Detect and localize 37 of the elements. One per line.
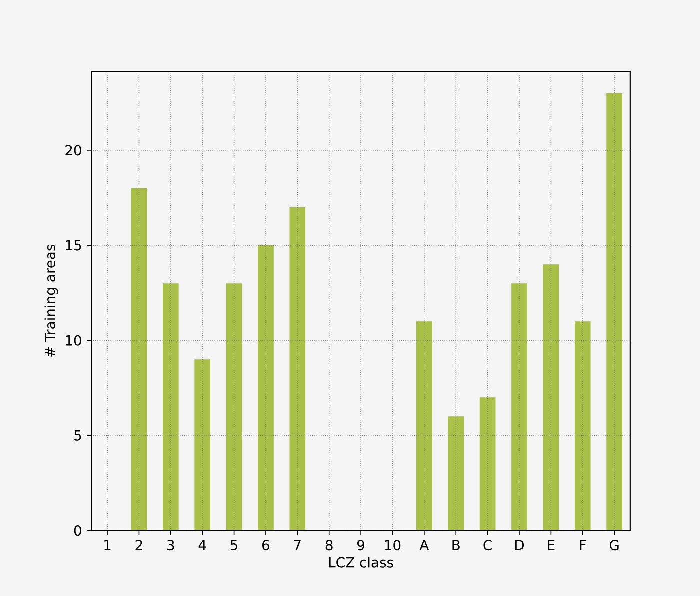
y-tick-label: 10 [66,335,82,346]
y-axis-title: # Training areas [44,244,58,357]
x-axis-title: LCZ class [329,556,394,568]
x-tick-label: 5 [230,540,238,550]
y-tick-label: 0 [74,525,82,536]
bar [258,245,274,531]
x-tick-label: D [516,540,524,550]
x-tick-label: B [452,540,460,550]
y-tick-label: 15 [66,240,82,251]
y-tick-label: 5 [74,430,82,441]
bar [290,207,306,531]
bar [131,188,148,531]
bar [448,416,464,531]
bar [480,397,496,531]
x-tick-label: 1 [104,540,111,550]
bar [226,283,242,531]
x-tick-label: 6 [262,540,270,550]
bar [606,93,622,531]
bar [416,321,432,531]
bar [162,283,179,531]
x-tick-label: G [610,540,619,550]
x-tick-label: A [420,540,430,550]
x-tick-label: 3 [168,540,174,550]
x-tick-label: E [548,540,555,550]
x-tick-label: 8 [326,540,333,550]
x-tick-label: 7 [294,540,301,550]
x-tick-label: C [484,540,492,550]
bar [194,359,211,531]
y-tick-label: 20 [66,145,82,156]
x-tick-label: 10 [385,540,401,550]
x-tick-label: F [580,540,586,550]
x-tick-label: 4 [198,540,206,550]
x-tick-label: 9 [358,540,364,550]
x-tick-label: 2 [136,540,142,550]
bar [512,283,528,531]
bar [574,321,591,531]
bar [543,264,560,531]
